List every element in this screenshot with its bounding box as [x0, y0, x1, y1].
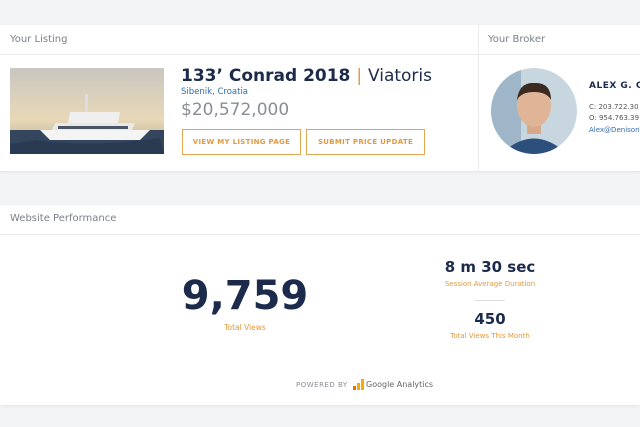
broker-email[interactable]: Alex@DenisonY — [589, 126, 640, 134]
view-listing-button[interactable]: VIEW MY LISTING PAGE — [182, 129, 301, 155]
divider — [0, 234, 640, 235]
provider: Google Analytics — [366, 380, 434, 389]
heading: Your Listing — [10, 34, 68, 45]
heading: Website Performance — [10, 213, 117, 224]
session-duration-label: Session Average Duration — [444, 280, 536, 288]
broker-photo — [491, 68, 577, 154]
yacht-photo — [10, 68, 164, 154]
broker-name: ALEX G. C — [589, 81, 640, 91]
listing-card: Your Listing Your Broker 133’ Conrad 201… — [0, 25, 640, 171]
separator: | — [356, 66, 363, 86]
submit-price-button[interactable]: SUBMIT PRICE UPDATE — [306, 129, 425, 155]
month-views-label: Total Views This Month — [450, 332, 530, 340]
price: $20,572,000 — [181, 100, 290, 120]
yacht-title: 133’ Conrad 2018 | Viatoris — [181, 66, 432, 86]
divider — [478, 25, 479, 171]
divider — [475, 300, 505, 301]
session-duration: 8 m 30 sec — [444, 258, 536, 276]
analytics-icon — [353, 379, 364, 390]
location: Sibenik, Croatia — [181, 87, 249, 97]
performance-card: Website Performance 9,759 Total Views 8 … — [0, 205, 640, 405]
yacht-name: Viatoris — [367, 66, 433, 86]
heading: Your Broker — [488, 34, 546, 45]
total-views-label: Total Views — [224, 323, 266, 332]
divider — [0, 54, 640, 55]
broker-phone: C: 203.722.30 — [589, 103, 639, 111]
broker-phone: O: 954.763.39 — [589, 114, 640, 122]
month-views: 450 — [474, 310, 506, 328]
total-views: 9,759 — [181, 273, 309, 319]
powered-by: POWERED BY — [296, 381, 348, 389]
model: 133’ Conrad 2018 — [181, 66, 351, 86]
